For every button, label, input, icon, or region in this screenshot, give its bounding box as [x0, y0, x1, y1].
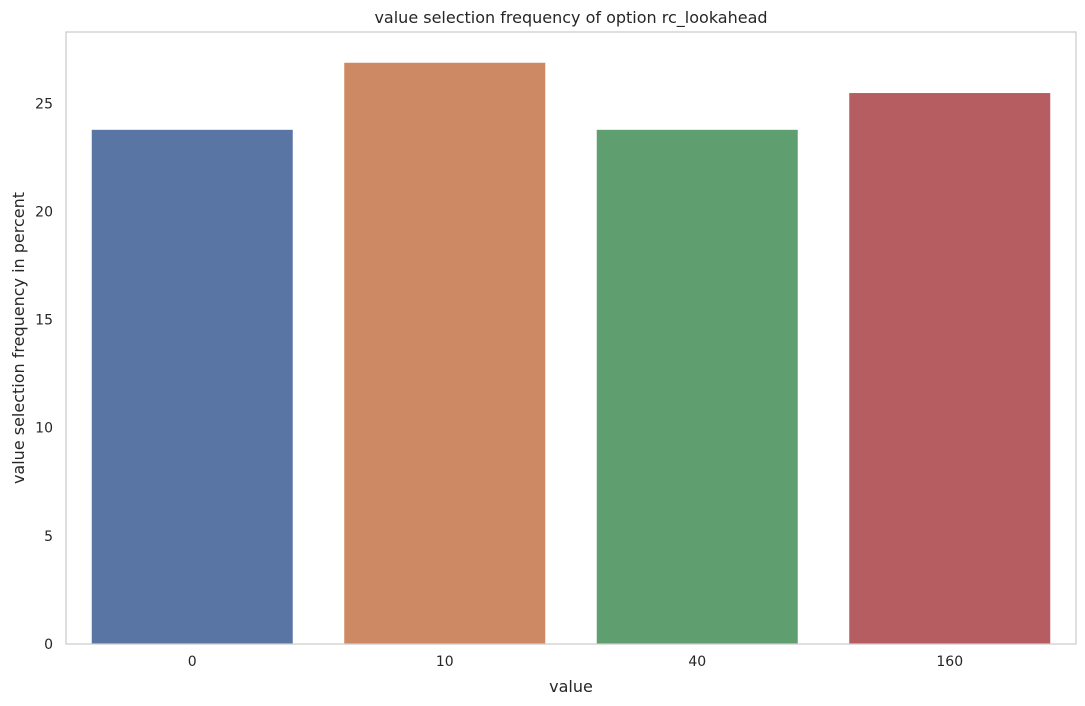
bar-0 — [90, 128, 294, 645]
y-ticks-group: 0 5 10 15 20 25 — [35, 96, 53, 653]
y-tick-label: 10 — [35, 421, 53, 437]
bars-group — [90, 61, 1052, 645]
x-tick-label: 160 — [936, 654, 963, 670]
x-tick-label: 40 — [688, 654, 706, 670]
x-axis-label: value — [549, 677, 593, 696]
y-axis-label: value selection frequency in percent — [9, 192, 28, 484]
x-tick-label: 10 — [436, 654, 454, 670]
x-ticks-group: 0 10 40 160 — [188, 654, 963, 670]
bar-160 — [848, 92, 1052, 645]
bar-10 — [343, 61, 547, 645]
x-tick-label: 0 — [188, 654, 197, 670]
y-tick-label: 20 — [35, 204, 53, 220]
y-tick-label: 0 — [44, 637, 53, 653]
y-tick-label: 5 — [44, 529, 53, 545]
chart-title: value selection frequency of option rc_l… — [374, 8, 767, 28]
plot-frame — [65, 31, 1077, 645]
y-tick-label: 25 — [35, 96, 53, 112]
bar-40 — [595, 128, 799, 645]
y-tick-label: 15 — [35, 313, 53, 329]
